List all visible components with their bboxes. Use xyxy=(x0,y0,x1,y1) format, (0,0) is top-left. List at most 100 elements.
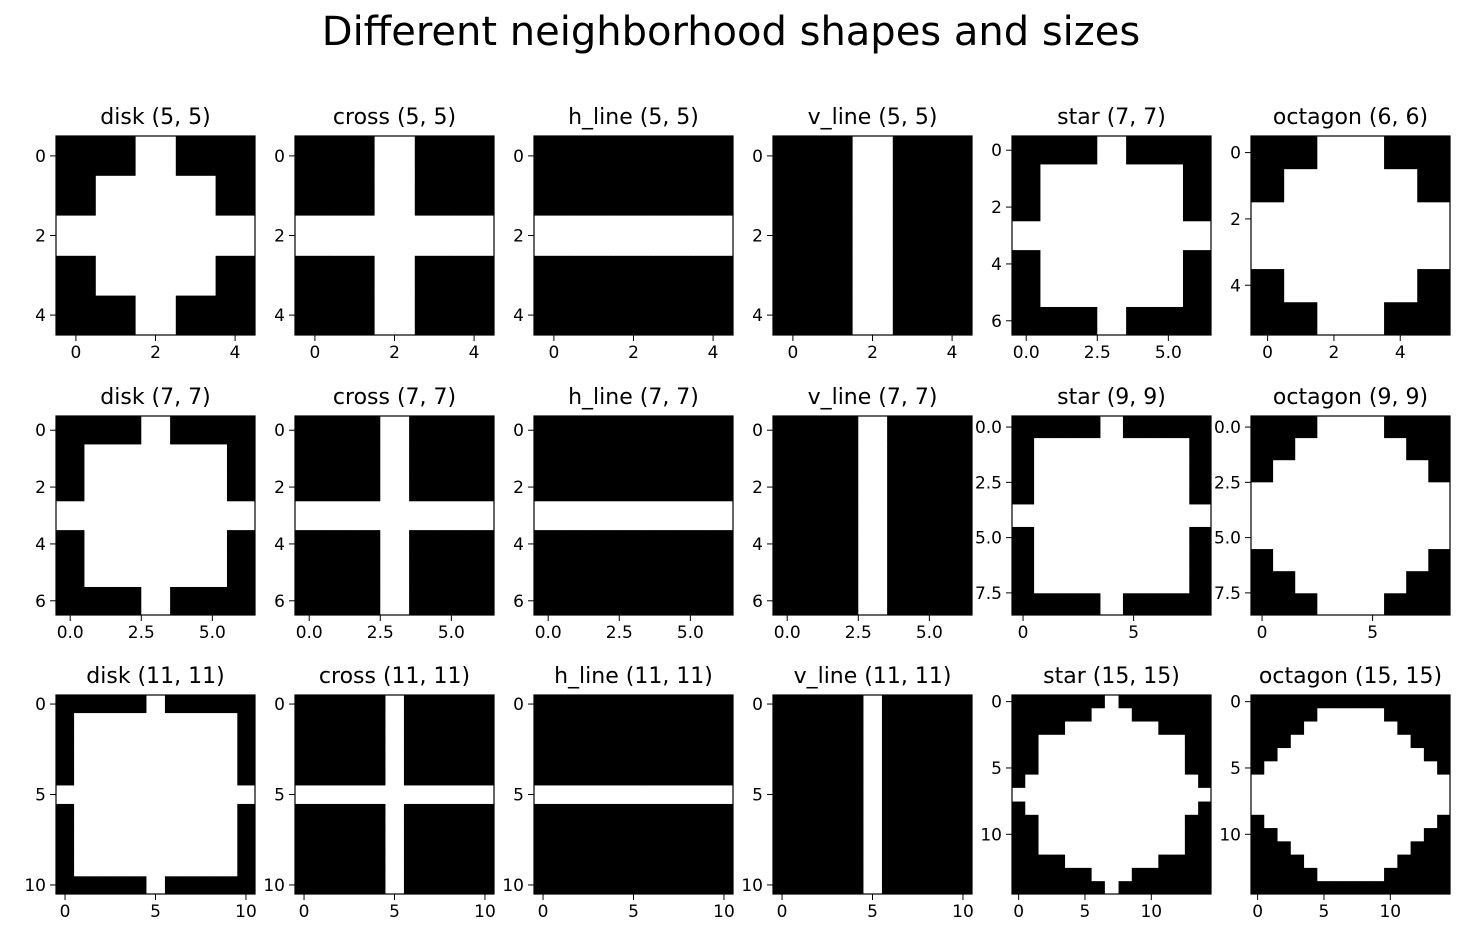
heatmap-cell xyxy=(1383,570,1407,594)
heatmap-cell xyxy=(1025,801,1039,815)
heatmap-cell xyxy=(141,416,171,445)
heatmap-cell xyxy=(1065,840,1079,855)
heatmap-cell xyxy=(1383,801,1398,815)
heatmap-cell xyxy=(1427,504,1451,527)
heatmap-cell xyxy=(1125,164,1155,194)
heatmap-cell xyxy=(146,857,165,877)
x-tick-label: 2 xyxy=(628,343,639,363)
heatmap-cell xyxy=(1383,504,1407,527)
heatmap-cell xyxy=(1317,867,1331,882)
heatmap-cell xyxy=(182,749,202,768)
heatmap-cell xyxy=(135,295,176,336)
heatmap-cell xyxy=(1405,460,1429,483)
heatmap-cell xyxy=(84,501,114,531)
x-tick-label: 2 xyxy=(867,343,878,363)
heatmap-cell xyxy=(1144,570,1168,594)
heatmap-cell xyxy=(1357,787,1371,802)
heatmap-cell xyxy=(1343,734,1358,749)
heatmap-cell xyxy=(1154,278,1183,307)
heatmap-cell xyxy=(198,444,227,474)
heatmap-cell xyxy=(1118,748,1132,762)
y-tick-label: 5 xyxy=(991,759,1002,779)
heatmap-cell xyxy=(1065,827,1079,842)
heatmap-cell xyxy=(534,501,563,531)
heatmap-cell xyxy=(693,215,734,256)
heatmap-cell xyxy=(1295,482,1318,505)
heatmap-cell xyxy=(1357,854,1371,868)
heatmap-cell xyxy=(1383,235,1418,270)
heatmap-cell xyxy=(1171,840,1185,855)
heatmap-cell xyxy=(1051,814,1066,829)
panel-octagon-15: octagon (15, 15) 0 5 10 0 5 10 xyxy=(1219,664,1451,922)
heatmap-cell xyxy=(1065,721,1079,736)
y-tick-label: 0 xyxy=(991,141,1002,161)
heatmap-cell xyxy=(1290,734,1305,749)
heatmap-cell xyxy=(1410,814,1424,829)
heatmap-cell xyxy=(374,295,415,336)
heatmap-cell xyxy=(1317,734,1331,749)
heatmap-cell xyxy=(1065,854,1079,868)
x-tick-label: 0 xyxy=(1013,902,1024,922)
heatmap-cell xyxy=(374,136,415,177)
heatmap-cell xyxy=(858,501,888,531)
heatmap-cell xyxy=(1157,840,1172,855)
heatmap-cell xyxy=(218,803,238,823)
heatmap-cell xyxy=(146,767,165,786)
heatmap-cell xyxy=(164,749,184,768)
heatmap-cell xyxy=(385,749,404,768)
heatmap-cell xyxy=(1304,734,1318,749)
y-tick-label: 6 xyxy=(752,592,763,612)
y-tick-label: 0 xyxy=(274,695,285,715)
y-tick-label: 2 xyxy=(752,478,763,498)
heatmap-cell xyxy=(218,857,238,877)
heatmap-cell xyxy=(1012,504,1035,527)
heatmap-cell xyxy=(1097,192,1127,222)
heatmap-cell xyxy=(1038,814,1053,829)
x-tick-label: 5 xyxy=(628,902,639,922)
heatmap-cell xyxy=(92,821,111,841)
heatmap-cell xyxy=(1339,592,1362,616)
heatmap-cell xyxy=(1166,526,1190,550)
heatmap-cell xyxy=(1091,814,1106,829)
heatmap-cell xyxy=(1118,814,1132,829)
heatmap-cell xyxy=(1122,460,1146,483)
heatmap-cell xyxy=(1295,504,1318,527)
y-tick-label: 0 xyxy=(35,421,46,441)
heatmap-cell xyxy=(1038,761,1053,775)
heatmap-cell xyxy=(1317,854,1331,868)
heatmap-cell xyxy=(1078,854,1092,868)
heatmap-cell xyxy=(1317,721,1331,736)
heatmap-cell xyxy=(1144,721,1159,736)
heatmap-cell xyxy=(1078,748,1092,762)
heatmap-cell xyxy=(1304,761,1318,775)
heatmap-cell xyxy=(1056,504,1079,527)
heatmap-cell xyxy=(1317,592,1340,616)
heatmap-cell xyxy=(198,558,227,587)
heatmap-cell xyxy=(1144,460,1168,483)
heatmap-cell xyxy=(1078,570,1101,594)
heatmap-cell xyxy=(1383,748,1398,762)
heatmap-cell xyxy=(1290,761,1305,775)
heatmap-cell xyxy=(164,821,184,841)
heatmap-cell xyxy=(1078,438,1101,461)
heatmap-cell xyxy=(1343,801,1358,815)
heatmap-cell xyxy=(858,472,888,502)
heatmap-cell xyxy=(1144,748,1159,762)
heatmap-cell xyxy=(164,713,184,732)
panel-disk-5: disk (5, 5) 0 2 4 0 2 4 xyxy=(35,105,256,363)
heatmap-cell xyxy=(1295,438,1318,461)
heatmap-cell xyxy=(1100,592,1123,616)
heatmap-cell xyxy=(465,501,495,531)
heatmap-cell xyxy=(1304,787,1318,802)
heatmap-cell xyxy=(1383,438,1407,461)
heatmap-cell xyxy=(1051,748,1066,762)
heatmap-cell xyxy=(1350,136,1385,170)
heatmap-cell xyxy=(74,767,93,786)
heatmap-cell xyxy=(1264,787,1278,802)
heatmap-cell xyxy=(95,215,136,256)
heatmap-cell xyxy=(1290,748,1305,762)
heatmap-cell xyxy=(1361,504,1385,527)
heatmap-cell xyxy=(200,839,220,859)
heatmap-cell xyxy=(1065,814,1079,829)
heatmap-cell xyxy=(141,529,171,559)
